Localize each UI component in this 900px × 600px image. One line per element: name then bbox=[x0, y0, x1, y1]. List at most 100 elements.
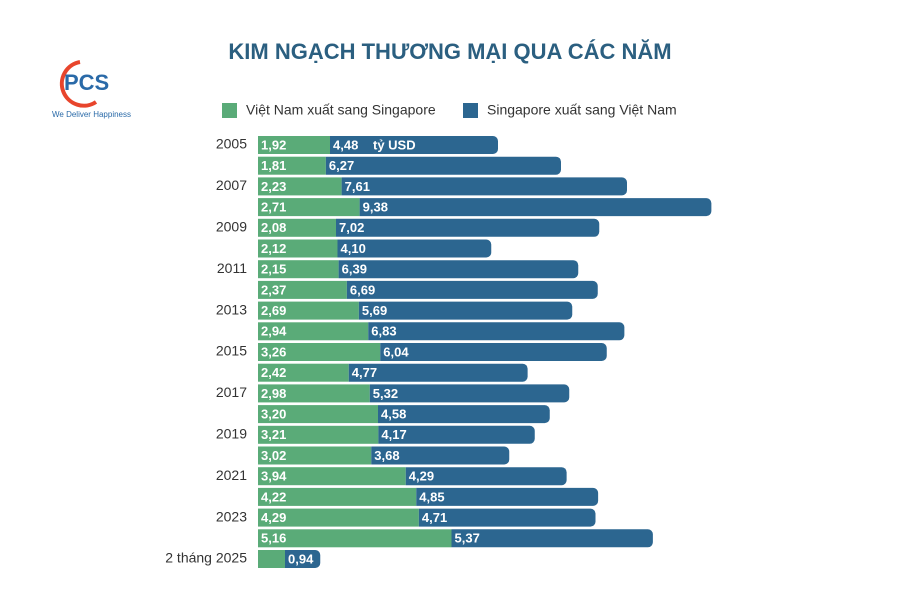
data-label: 4,17 bbox=[381, 427, 406, 442]
data-label: 3,94 bbox=[261, 469, 287, 484]
data-label: 7,61 bbox=[345, 179, 370, 194]
bar-segment bbox=[338, 260, 579, 279]
bar-segment bbox=[378, 425, 535, 444]
bar-segment bbox=[258, 467, 406, 486]
bar-segment bbox=[258, 239, 338, 258]
data-label: 9,38 bbox=[363, 200, 388, 215]
bar-segment bbox=[285, 550, 321, 568]
legend-label: Việt Nam xuất sang Singapore bbox=[246, 102, 436, 118]
bar-segment bbox=[336, 218, 600, 237]
data-label: 3,26 bbox=[261, 344, 286, 359]
y-tick-label: 2023 bbox=[216, 508, 247, 524]
data-label: 4,29 bbox=[261, 510, 286, 525]
data-label: 4,48 bbox=[333, 137, 358, 152]
data-label: 2,37 bbox=[261, 282, 286, 297]
data-label: 4,77 bbox=[352, 365, 377, 380]
data-label: 1,81 bbox=[261, 158, 286, 173]
y-tick-label: 2005 bbox=[216, 136, 247, 152]
y-tick-label: 2017 bbox=[216, 384, 247, 400]
data-label: 5,32 bbox=[373, 386, 398, 401]
bar-segment bbox=[258, 343, 381, 361]
bar-segment bbox=[369, 384, 570, 403]
data-label: 2,08 bbox=[261, 220, 286, 235]
data-label: 2,42 bbox=[261, 365, 286, 380]
bar-segment bbox=[325, 156, 561, 175]
bar-segment bbox=[258, 487, 417, 506]
legend-swatch bbox=[463, 103, 478, 118]
bar-segment bbox=[258, 198, 360, 217]
bar-segment bbox=[258, 425, 379, 444]
data-label: 3,20 bbox=[261, 407, 286, 422]
data-label: 7,02 bbox=[339, 220, 364, 235]
bar-segment bbox=[330, 136, 498, 154]
data-label: 2,71 bbox=[261, 200, 286, 215]
data-label: 4,29 bbox=[409, 469, 434, 484]
y-tick-label: 2009 bbox=[216, 219, 247, 235]
data-label: 6,27 bbox=[329, 158, 354, 173]
bar-segment bbox=[358, 301, 573, 320]
bar-segment bbox=[405, 467, 567, 486]
annotation: tỷ USD bbox=[373, 137, 416, 152]
data-label: 4,58 bbox=[381, 407, 406, 422]
bar-segment bbox=[337, 239, 492, 258]
bar-segment bbox=[368, 322, 625, 341]
bar-segment bbox=[418, 508, 596, 527]
bar-segment bbox=[258, 136, 330, 154]
bar-segment bbox=[258, 156, 326, 175]
bar-segment bbox=[378, 405, 550, 424]
bar-segment bbox=[258, 260, 339, 279]
data-label: 5,69 bbox=[362, 303, 387, 318]
logo: PCS We Deliver Happiness bbox=[52, 60, 131, 119]
y-tick-label: 2019 bbox=[216, 426, 247, 442]
data-label: 4,85 bbox=[419, 489, 444, 504]
bar-segment bbox=[258, 550, 285, 568]
legend-label: Singapore xuất sang Việt Nam bbox=[487, 102, 677, 118]
bar-segment bbox=[371, 446, 510, 465]
bar-segment bbox=[341, 177, 627, 196]
bar-segment bbox=[348, 363, 528, 382]
data-label: 5,16 bbox=[261, 531, 286, 546]
data-label: 6,39 bbox=[342, 262, 367, 277]
bar-segment bbox=[258, 446, 372, 465]
data-label: 2,15 bbox=[261, 262, 286, 277]
data-label: 4,22 bbox=[261, 489, 286, 504]
data-label: 2,98 bbox=[261, 386, 286, 401]
bar-segment bbox=[451, 529, 653, 548]
data-label: 2,94 bbox=[261, 324, 287, 339]
y-tick-label: 2021 bbox=[216, 467, 247, 483]
bar-segment bbox=[258, 280, 347, 299]
bar-segment bbox=[258, 301, 359, 320]
y-tick-label: 2 tháng 2025 bbox=[165, 550, 247, 566]
bar-segment bbox=[346, 280, 598, 299]
data-label: 2,69 bbox=[261, 303, 286, 318]
data-label: 5,37 bbox=[455, 531, 480, 546]
bar-segment bbox=[258, 384, 370, 403]
y-tick-label: 2015 bbox=[216, 343, 247, 359]
bar-segment bbox=[258, 177, 342, 196]
y-tick-label: 2007 bbox=[216, 177, 247, 193]
data-label: 2,23 bbox=[261, 179, 286, 194]
data-label: 6,83 bbox=[371, 324, 396, 339]
data-label: 6,69 bbox=[350, 282, 375, 297]
bar-segment bbox=[380, 343, 607, 361]
bar-segment bbox=[258, 508, 419, 527]
bar-segment bbox=[258, 322, 369, 341]
y-tick-label: 2011 bbox=[217, 260, 247, 276]
logo-tagline: We Deliver Happiness bbox=[52, 110, 131, 119]
chart-title: KIM NGẠCH THƯƠNG MẠI QUA CÁC NĂM bbox=[228, 39, 671, 64]
data-label: 3,21 bbox=[261, 427, 286, 442]
data-label: 3,02 bbox=[261, 448, 286, 463]
data-label: 3,68 bbox=[374, 448, 399, 463]
legend-swatch bbox=[222, 103, 237, 118]
data-label: 4,71 bbox=[422, 510, 447, 525]
data-label: 2,12 bbox=[261, 241, 286, 256]
data-label: 6,04 bbox=[383, 344, 409, 359]
bar-segment bbox=[258, 218, 336, 237]
data-label: 4,10 bbox=[341, 241, 366, 256]
bar-segment bbox=[258, 405, 378, 424]
logo-arc bbox=[59, 60, 98, 108]
data-label: 1,92 bbox=[261, 137, 286, 152]
bar-segment bbox=[416, 487, 599, 506]
bar-segment bbox=[258, 363, 349, 382]
